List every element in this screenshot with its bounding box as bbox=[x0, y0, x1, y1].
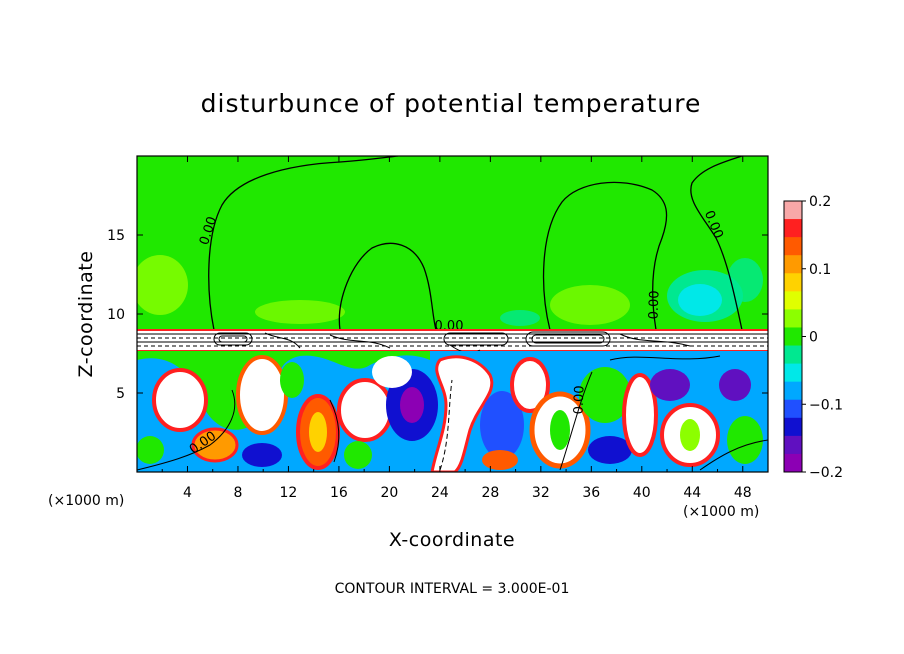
colorbar-swatch bbox=[784, 381, 802, 401]
colorbar-tick-label: −0.2 bbox=[809, 465, 843, 481]
contour-label: 0.00 bbox=[572, 385, 588, 414]
x-tick-label: 8 bbox=[233, 485, 242, 501]
plot-area: 0.00 0.00 0.00 0.00 bbox=[137, 156, 768, 472]
x-tick-label: 20 bbox=[380, 485, 398, 501]
y-tick-label: 15 bbox=[107, 228, 125, 244]
x-tick-label: 36 bbox=[582, 485, 600, 501]
chart-title: disturbunce of potential temperature bbox=[201, 89, 702, 118]
colorbar-tick-label: 0.1 bbox=[809, 262, 831, 278]
x-axis: 4 8 12 16 20 24 28 32 36 40 44 48 bbox=[161, 156, 752, 501]
colorbar-swatch bbox=[784, 453, 802, 473]
x-tick-label: 48 bbox=[734, 485, 752, 501]
x-tick-label: 24 bbox=[431, 485, 449, 501]
colorbar-ticks: 0.2 0.1 0 −0.1 −0.2 bbox=[802, 194, 843, 481]
colorbar-swatch bbox=[784, 327, 802, 347]
colorbar-swatch bbox=[784, 309, 802, 328]
colorbar bbox=[783, 200, 803, 473]
x-tick-label: 32 bbox=[532, 485, 550, 501]
x-tick-label: 28 bbox=[481, 485, 499, 501]
colorbar-swatch bbox=[784, 291, 802, 310]
colorbar-tick-label: 0 bbox=[809, 330, 818, 346]
colorbar-swatch bbox=[784, 201, 802, 220]
y-tick-label: 5 bbox=[116, 386, 125, 402]
colorbar-swatch bbox=[784, 255, 802, 274]
y-tick-label: 10 bbox=[107, 307, 125, 323]
x-axis-label: X-coordinate bbox=[389, 529, 515, 551]
colorbar-swatch bbox=[784, 417, 802, 437]
x-tick-label: 44 bbox=[683, 485, 701, 501]
colorbar-swatch bbox=[784, 435, 802, 455]
colorbar-swatch bbox=[784, 345, 802, 365]
x-unit-right: (×1000 m) bbox=[683, 504, 759, 520]
colorbar-tick-label: 0.2 bbox=[809, 194, 831, 210]
colorbar-swatch bbox=[784, 363, 802, 383]
x-tick-label: 16 bbox=[330, 485, 348, 501]
contour-interval-note: CONTOUR INTERVAL = 3.000E-01 bbox=[335, 581, 570, 597]
contour-label: 0.00 bbox=[647, 290, 663, 319]
x-tick-label: 4 bbox=[183, 485, 192, 501]
colorbar-tick-label: −0.1 bbox=[809, 397, 843, 413]
colorbar-swatch bbox=[784, 237, 802, 256]
x-unit-left: (×1000 m) bbox=[48, 493, 124, 509]
x-tick-label: 12 bbox=[280, 485, 298, 501]
x-tick-label: 40 bbox=[633, 485, 651, 501]
colorbar-swatch bbox=[784, 219, 802, 238]
colorbar-swatch bbox=[784, 399, 802, 419]
y-axis: 5 10 15 bbox=[107, 228, 768, 402]
colorbar-swatch bbox=[784, 273, 802, 292]
y-axis-label: Z-coordinate bbox=[75, 251, 97, 378]
